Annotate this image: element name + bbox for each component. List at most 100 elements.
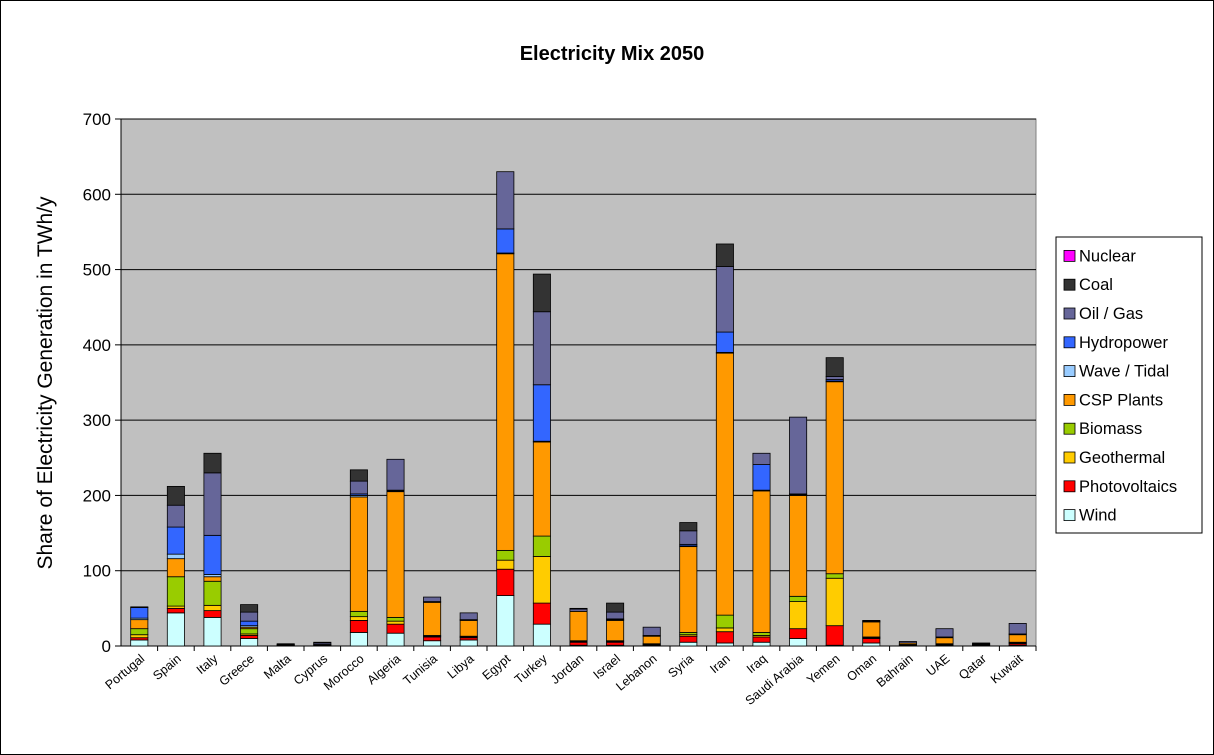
legend-swatch [1063, 307, 1076, 320]
bar-segment-biomass [240, 628, 259, 635]
bar-segment-oil-gas [276, 643, 295, 645]
bar-segment-wind [130, 639, 149, 647]
bar-segment-oil-gas [825, 376, 844, 380]
legend-label: Nuclear [1079, 247, 1136, 265]
bar-segment-biomass [715, 614, 734, 629]
bar-segment-wind [862, 642, 881, 647]
y-tick-label: 200 [83, 486, 111, 505]
bar-segment-photovoltaics [423, 636, 442, 642]
bar-segment-csp-plants [349, 496, 368, 612]
bar-segment-geothermal [203, 604, 222, 612]
bar-segment-coal [532, 273, 551, 313]
x-tick-label: Tunisia [401, 652, 441, 688]
bar-segment-oil-gas [130, 606, 149, 609]
x-tick-label: Kuwait [988, 651, 1026, 686]
bar-segment-hydropower [240, 620, 259, 627]
legend-swatch [1063, 509, 1076, 522]
bar-segment-oil-gas [423, 596, 442, 602]
bar-segment-oil-gas [386, 458, 405, 491]
bar-segment-photovoltaics [166, 607, 185, 614]
bar-segment-csp-plants [423, 601, 442, 636]
bar-segment-geothermal [386, 620, 405, 625]
x-tick-label: Yemen [804, 652, 842, 687]
bar-segment-photovoltaics [862, 638, 881, 644]
bar-segment-csp-plants [862, 621, 881, 638]
bar-segment-coal [679, 522, 698, 532]
plot-area: 0 100 200 300 400 500 600 700 Portugal Spain Italy… [83, 110, 1037, 708]
bar-segment-oil-gas [532, 311, 551, 386]
x-tick-label: Turkey [512, 651, 550, 686]
bar-segment-coal [569, 607, 588, 610]
bar-segment-coal [825, 357, 844, 377]
legend-label: Oil / Gas [1079, 305, 1143, 323]
bar-segment-csp-plants [642, 635, 661, 645]
bar-segment-hydropower [130, 607, 149, 619]
bar-segment-oil-gas [459, 612, 478, 621]
legend-box [1055, 236, 1203, 534]
bar-segment-oil-gas [898, 641, 917, 644]
bar-segment-photovoltaics [606, 641, 625, 646]
bar-segment-csp-plants [606, 620, 625, 642]
bar-segment-csp-plants [166, 558, 185, 578]
legend-swatch [1063, 336, 1076, 349]
x-tick-label: Malta [261, 652, 293, 682]
bar-segment-csp-plants [679, 546, 698, 633]
bar-segment-biomass [496, 549, 515, 561]
bar-segment-photovoltaics [752, 636, 771, 643]
legend-label: Geothermal [1079, 449, 1165, 467]
bar-segment-oil-gas [606, 611, 625, 620]
bar-segment-biomass [349, 610, 368, 618]
bar-segment-csp-plants [1008, 634, 1027, 643]
x-tick-label: Spain [150, 652, 184, 683]
bar-segment-biomass [752, 632, 771, 636]
bar-segment-biomass [789, 595, 808, 602]
y-tick-label: 400 [83, 336, 111, 355]
bar-segment-geothermal [825, 577, 844, 627]
bar-segment-hydropower [532, 384, 551, 442]
x-tick-label: Syria [665, 652, 696, 681]
bar-segment-coal [240, 604, 259, 613]
bar-segment-coal [203, 452, 222, 474]
bar-segment-geothermal [715, 627, 734, 633]
bar-segment-biomass [532, 535, 551, 557]
x-tick-label: Libya [445, 652, 477, 682]
bar-segment-oil-gas [240, 611, 259, 622]
x-tick-label: Jordan [548, 652, 586, 687]
bar-segment-photovoltaics [203, 610, 222, 618]
bar-segment-geothermal [349, 616, 368, 621]
bar-segment-hydropower [752, 464, 771, 491]
bar-segment-photovoltaics [496, 568, 515, 596]
legend-swatch [1063, 365, 1076, 378]
bar-segment-photovoltaics [679, 635, 698, 643]
bar-segment-csp-plants [752, 490, 771, 633]
x-tick-label: Iran [707, 652, 733, 677]
bar-segment-oil-gas [972, 642, 991, 645]
x-tick-label: Bahrain [874, 652, 916, 690]
bar-segment-oil-gas [496, 171, 515, 230]
bar-segment-csp-plants [825, 381, 844, 575]
legend-swatch [1063, 451, 1076, 464]
y-tick-label: 0 [102, 637, 111, 656]
legend-swatch [1063, 480, 1076, 493]
legend-label: Wind [1079, 507, 1117, 525]
legend-label: Biomass [1079, 420, 1142, 438]
x-tick-label: Portugal [103, 652, 148, 693]
x-tick-label: Italy [194, 651, 221, 677]
y-tick-label: 100 [83, 562, 111, 581]
bar-segment-coal [313, 641, 332, 644]
bar-segment-oil-gas [679, 530, 698, 545]
bar-segment-oil-gas [349, 480, 368, 495]
bar-segment-oil-gas [203, 472, 222, 536]
bar-segment-wind [496, 595, 515, 647]
bar-segment-wind [679, 641, 698, 647]
bar-segment-oil-gas [935, 628, 954, 638]
bar-segment-photovoltaics [349, 620, 368, 633]
bar-segment-coal [349, 469, 368, 482]
bar-segment-wind [789, 638, 808, 647]
plot-background [120, 118, 1037, 647]
x-tick-label: Israel [591, 652, 623, 682]
bar-segment-csp-plants [935, 637, 954, 645]
x-tick-label: Morocco [321, 652, 367, 694]
bar-segment-biomass [386, 616, 405, 622]
